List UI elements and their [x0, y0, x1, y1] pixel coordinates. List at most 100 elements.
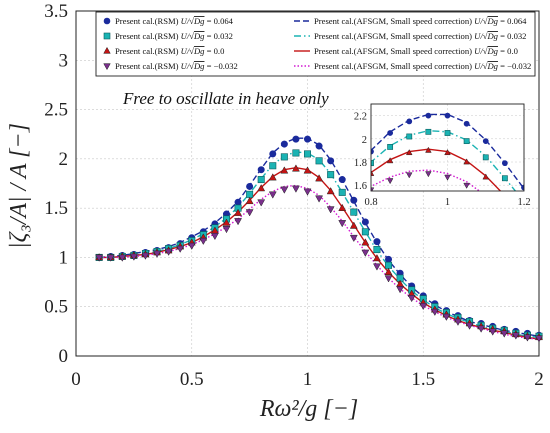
data-point-triangle-down	[523, 334, 532, 342]
legend-label: Present cal.(RSM) U/√Dg = 0.032	[115, 31, 233, 41]
legend-prefix: Present cal.(AFSGM, Small speed correcti…	[314, 31, 474, 41]
series-line	[99, 151, 540, 338]
legend-label: Present cal.(AFSGM, Small speed correcti…	[314, 61, 531, 71]
legend-entry: Present cal.(RSM) U/√Dg = −0.032	[103, 61, 238, 71]
data-point-square	[280, 153, 288, 161]
data-point-triangle-down	[234, 218, 242, 226]
series-5	[196, 128, 546, 250]
x-tick-label: 0	[71, 369, 81, 390]
data-point-triangle-down	[535, 335, 543, 343]
legend-value: 0.032	[214, 31, 233, 41]
legend-label: Present cal.(RSM) U/√Dg = −0.032	[115, 61, 238, 71]
data-point-circle	[235, 236, 240, 241]
data-point-square	[257, 176, 265, 184]
data-point-circle	[280, 140, 288, 148]
data-point-triangle-up	[521, 215, 527, 220]
data-point-triangle-down	[291, 185, 300, 193]
data-point-circle	[215, 241, 220, 246]
data-point-triangle-down	[430, 308, 439, 317]
data-point-triangle-down	[268, 191, 277, 199]
data-point-triangle-down	[511, 332, 520, 340]
data-point-triangle-up	[280, 166, 289, 174]
data-point-square	[246, 190, 254, 198]
data-point-circle	[196, 244, 201, 249]
legend-label: Present cal.(AFSGM, Small speed correcti…	[314, 31, 526, 41]
series-7	[95, 185, 543, 343]
data-point-circle	[406, 118, 413, 125]
data-point-triangle-down	[326, 206, 335, 214]
data-point-square	[501, 175, 508, 182]
data-point-square	[444, 130, 451, 136]
data-point-triangle-down	[483, 196, 489, 201]
data-point-triangle-down	[95, 254, 104, 262]
inset-frame	[370, 103, 525, 192]
data-point-triangle-up	[326, 187, 335, 195]
inset-plot: 1.6 1.8 2 2.2 0.8 1 1.2	[196, 103, 546, 250]
plot-frame	[75, 10, 540, 357]
data-point-triangle-up	[330, 199, 336, 204]
data-point-square	[269, 162, 277, 170]
data-point-triangle-down	[386, 178, 394, 185]
data-point-triangle-up	[257, 184, 266, 192]
data-point-triangle-down	[477, 325, 486, 333]
y-axis-title: |ζ₃/A| / A [−]	[6, 123, 32, 249]
data-point-square	[338, 188, 346, 196]
data-point-square	[215, 242, 220, 247]
series-layer	[95, 135, 543, 343]
x-tick-label: 0.5	[180, 369, 204, 390]
data-point-triangle-up	[361, 238, 370, 246]
legend-label: Present cal.(RSM) U/√Dg = 0.064	[115, 16, 234, 26]
data-point-triangle-up	[222, 218, 231, 226]
data-point-triangle-down	[425, 171, 432, 178]
data-point-triangle-down	[280, 186, 289, 194]
legend-value: 0.0	[214, 46, 225, 56]
legend-box	[95, 11, 536, 77]
series-3	[371, 169, 481, 191]
data-point-circle	[361, 218, 369, 226]
legend-entry: Present cal.(RSM) U/√Dg = 0.032	[103, 31, 233, 41]
data-point-triangle-down	[292, 227, 298, 232]
data-point-triangle-down	[311, 219, 317, 224]
data-point-circle	[463, 120, 470, 127]
data-point-square	[541, 222, 546, 227]
data-point-square	[373, 246, 381, 254]
data-point-square	[463, 138, 470, 145]
data-point-triangle-down	[253, 239, 259, 244]
data-point-circle	[327, 157, 335, 165]
y-tick-label: 0.5	[44, 297, 68, 318]
legend-label: Present cal.(RSM) U/√Dg = 0.0	[115, 46, 224, 56]
data-point-square	[196, 245, 201, 250]
data-point-triangle-down	[222, 226, 231, 234]
data-point-triangle-up	[315, 174, 324, 182]
legend-prefix: Present cal.(RSM)	[115, 61, 181, 71]
y-tick-label: 3.5	[44, 1, 68, 22]
data-point-triangle-down	[199, 237, 208, 246]
data-point-square	[292, 149, 300, 157]
data-point-triangle-up	[463, 158, 470, 165]
legend-prefix: Present cal.(AFSGM, Small speed correcti…	[314, 46, 474, 56]
data-point-circle	[387, 130, 394, 136]
data-point-triangle-down	[384, 275, 393, 283]
data-point-triangle-down	[106, 254, 115, 262]
data-point-circle	[373, 238, 381, 246]
legend-prefix: Present cal.(AFSGM, Small speed correcti…	[314, 61, 474, 71]
inset-x-tick-label: 0.8	[364, 197, 377, 208]
data-point-triangle-up	[292, 220, 298, 225]
legend-entry: Present cal.(AFSGM, Small speed correcti…	[294, 31, 526, 41]
data-point-triangle-down	[129, 253, 138, 261]
data-point-circle	[292, 213, 297, 218]
legend-prefix: Present cal.(AFSGM, Small speed correcti…	[314, 16, 474, 26]
data-point-triangle-down	[349, 234, 358, 243]
data-point-triangle-up	[273, 228, 279, 233]
data-point-triangle-down	[488, 328, 497, 336]
legend-value: −0.032	[214, 61, 238, 71]
data-point-circle	[482, 138, 489, 145]
data-point-square	[254, 232, 259, 237]
data-point-triangle-up	[245, 196, 254, 205]
data-point-square	[350, 208, 358, 216]
data-point-triangle-up	[338, 203, 347, 211]
legend-value: −0.032	[507, 61, 531, 71]
inset-y-tick-label: 1.8	[354, 158, 367, 169]
